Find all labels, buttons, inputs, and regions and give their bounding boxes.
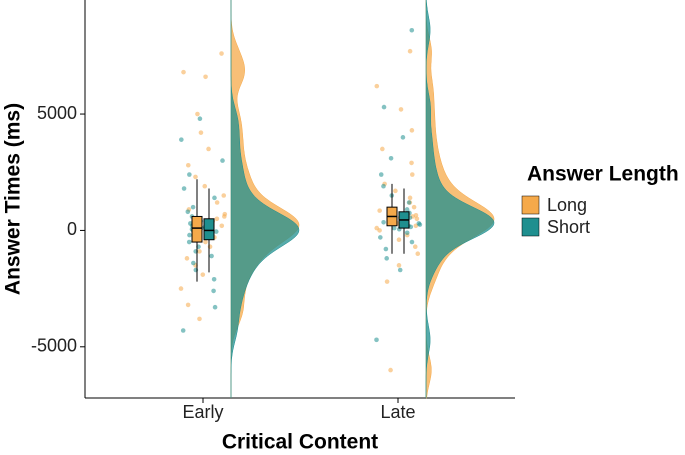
legend-key [521, 217, 540, 237]
point [400, 135, 406, 140]
point [378, 172, 384, 177]
point [374, 337, 379, 343]
point [193, 174, 198, 180]
legend-title: Answer Length [527, 163, 679, 186]
point [220, 158, 225, 163]
point [212, 195, 217, 201]
point [197, 316, 202, 322]
point [212, 304, 218, 310]
point [393, 188, 398, 194]
point [380, 146, 385, 152]
point [187, 232, 192, 238]
point [211, 276, 217, 282]
point [187, 172, 192, 177]
point [397, 267, 403, 273]
point [378, 235, 383, 240]
point [381, 219, 386, 225]
point [409, 27, 415, 33]
box [191, 215, 203, 243]
point [406, 200, 412, 205]
point [181, 186, 187, 191]
point [384, 279, 390, 284]
point [180, 328, 186, 333]
point [178, 286, 184, 291]
point [214, 216, 220, 222]
point [381, 183, 386, 189]
point [185, 302, 191, 308]
x-tick-label: Early [182, 402, 223, 422]
point [416, 221, 422, 226]
point [219, 51, 224, 56]
point [197, 116, 203, 122]
point [185, 162, 191, 168]
point [412, 244, 418, 250]
y-tick-label: -5000 [31, 336, 77, 356]
point [409, 239, 415, 245]
density [230, 0, 300, 398]
point [186, 239, 192, 245]
point [206, 146, 211, 152]
point [377, 228, 382, 233]
y-tick-label: 0 [67, 219, 77, 239]
point [207, 244, 213, 250]
point [197, 249, 202, 254]
point [222, 214, 227, 219]
point [377, 208, 382, 213]
point [213, 229, 219, 234]
y-axis-title: Answer Times (ms) [2, 103, 25, 295]
point [396, 237, 402, 243]
point [407, 48, 413, 54]
point [383, 246, 389, 252]
point [407, 195, 413, 201]
x-axis-title: Critical Content [222, 431, 378, 454]
point [388, 367, 393, 373]
density [425, 0, 495, 398]
point [391, 225, 397, 231]
point [214, 200, 220, 205]
point [209, 253, 214, 259]
point [404, 207, 410, 212]
legend-label: Long [547, 195, 587, 215]
point [409, 160, 414, 166]
point [219, 223, 225, 229]
point [415, 251, 421, 256]
point [396, 263, 402, 268]
point [384, 256, 389, 261]
point [409, 172, 415, 177]
point [198, 130, 204, 135]
legend-key [521, 195, 540, 215]
point [179, 137, 184, 142]
point [388, 155, 394, 161]
point [203, 74, 208, 80]
point [195, 111, 200, 117]
point [211, 288, 216, 294]
point [414, 216, 420, 222]
point [381, 104, 387, 110]
point [203, 239, 208, 245]
point [413, 212, 419, 218]
legend-label: Short [547, 217, 590, 237]
point [190, 204, 196, 210]
point [411, 204, 417, 210]
x-tick-label: Late [380, 402, 415, 422]
point [181, 69, 186, 75]
point [200, 272, 206, 277]
point [191, 260, 196, 266]
point [185, 209, 191, 215]
y-tick-label: 5000 [37, 103, 77, 123]
point [409, 128, 415, 133]
point [374, 83, 380, 89]
point [404, 230, 410, 236]
point [202, 183, 208, 189]
box [203, 218, 215, 241]
point [221, 193, 227, 198]
point [398, 107, 404, 112]
point [184, 256, 190, 261]
